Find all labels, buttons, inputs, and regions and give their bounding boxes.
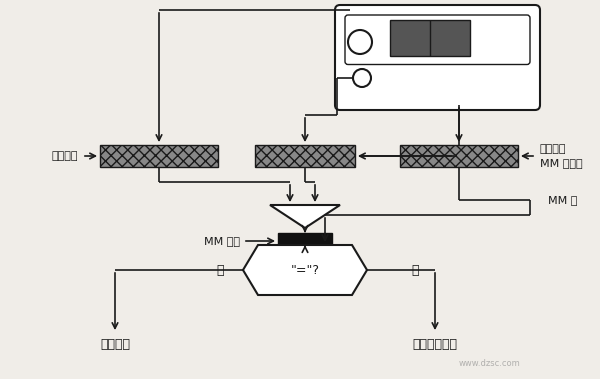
Bar xyxy=(390,20,470,56)
Text: 卡被鉴明为伪: 卡被鉴明为伪 xyxy=(413,338,458,351)
Text: MM 处理: MM 处理 xyxy=(204,236,240,246)
Text: "="?: "="? xyxy=(290,263,320,277)
Bar xyxy=(278,233,332,249)
Text: www.dzsc.com: www.dzsc.com xyxy=(459,359,521,368)
Text: 卡被鉴明: 卡被鉴明 xyxy=(100,338,130,351)
Circle shape xyxy=(353,69,371,87)
Circle shape xyxy=(348,30,372,54)
Text: 磁条数据: 磁条数据 xyxy=(52,151,78,161)
Polygon shape xyxy=(243,245,367,295)
Text: 磁条上的
MM 校验和: 磁条上的 MM 校验和 xyxy=(540,144,583,168)
FancyBboxPatch shape xyxy=(345,15,530,64)
Polygon shape xyxy=(270,205,340,228)
FancyBboxPatch shape xyxy=(335,5,540,110)
Text: 是: 是 xyxy=(216,263,224,277)
Bar xyxy=(255,145,355,167)
Bar xyxy=(100,145,218,167)
Text: 否: 否 xyxy=(411,263,419,277)
Text: MM 码: MM 码 xyxy=(548,195,577,205)
Bar xyxy=(400,145,518,167)
